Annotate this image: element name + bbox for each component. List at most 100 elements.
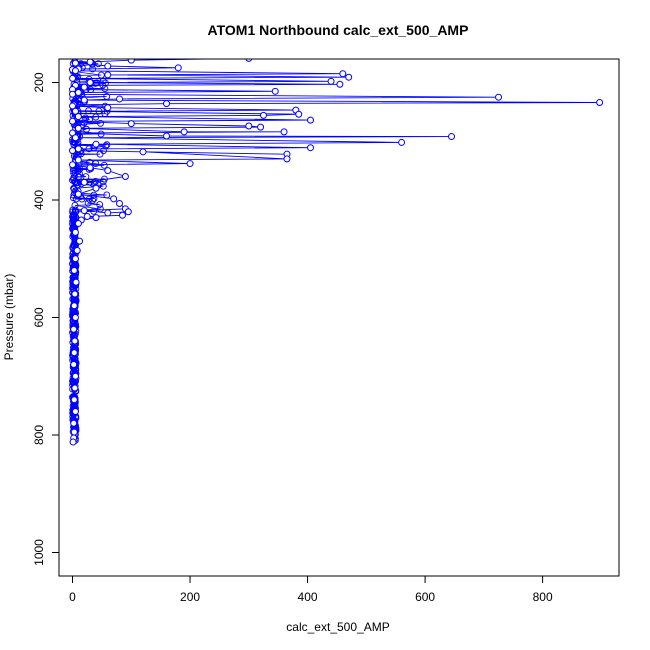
data-point bbox=[80, 83, 88, 91]
dense-point bbox=[76, 170, 83, 178]
data-point bbox=[398, 138, 406, 146]
dense-point bbox=[96, 201, 104, 208]
dense-point bbox=[78, 195, 86, 203]
data-point bbox=[71, 107, 79, 115]
data-point bbox=[283, 155, 291, 163]
data-point bbox=[71, 134, 79, 142]
data-point bbox=[71, 228, 79, 236]
y-axis-label: Pressure (mbar) bbox=[2, 274, 16, 361]
data-point bbox=[295, 110, 303, 118]
data-point bbox=[76, 237, 84, 245]
dense-point bbox=[85, 195, 93, 203]
data-point bbox=[69, 147, 77, 155]
data-point bbox=[71, 384, 79, 392]
data-point bbox=[71, 290, 79, 298]
y-axis: 200 400 600 800 1000 bbox=[32, 72, 60, 566]
data-point bbox=[86, 164, 94, 172]
data-point bbox=[86, 79, 94, 86]
data-point bbox=[70, 428, 78, 436]
data-point bbox=[116, 95, 124, 103]
y-tick-label: 1000 bbox=[32, 539, 46, 566]
x-axis: 0 200 400 600 800 bbox=[69, 575, 553, 604]
y-tick-label: 600 bbox=[32, 307, 46, 327]
data-point bbox=[118, 211, 126, 219]
data-point bbox=[74, 88, 82, 96]
x-tick-label: 400 bbox=[298, 590, 318, 604]
data-point bbox=[74, 156, 82, 164]
data-point bbox=[110, 195, 118, 203]
dense-point bbox=[90, 195, 98, 202]
data-point bbox=[70, 325, 78, 333]
data-point bbox=[74, 190, 82, 198]
data-point bbox=[257, 123, 265, 131]
series-line bbox=[71, 59, 600, 443]
data-point bbox=[495, 93, 503, 101]
data-point bbox=[92, 184, 100, 192]
data-point bbox=[245, 122, 253, 130]
dense-point bbox=[99, 178, 107, 186]
data-point bbox=[127, 120, 135, 128]
data-point bbox=[72, 278, 80, 286]
data-point bbox=[596, 98, 604, 106]
data-point bbox=[80, 207, 88, 215]
dense-point bbox=[100, 161, 108, 169]
data-point bbox=[116, 200, 124, 208]
data-point bbox=[71, 59, 79, 67]
data-point bbox=[104, 62, 112, 70]
data-point bbox=[70, 267, 78, 274]
data-point bbox=[174, 64, 182, 72]
data-point bbox=[345, 73, 353, 81]
data-point bbox=[104, 71, 112, 79]
data-point bbox=[186, 160, 194, 168]
x-tick-label: 200 bbox=[180, 590, 200, 604]
dense-point bbox=[90, 191, 98, 199]
data-point bbox=[69, 438, 77, 446]
plot-area bbox=[69, 59, 604, 446]
data-point bbox=[139, 148, 147, 156]
data-point bbox=[448, 133, 456, 141]
data-point bbox=[69, 90, 77, 98]
dense-point bbox=[69, 413, 77, 421]
data-point bbox=[92, 140, 100, 148]
data-point bbox=[336, 80, 344, 88]
data-point bbox=[245, 59, 253, 62]
data-point bbox=[70, 302, 78, 310]
data-point bbox=[71, 337, 79, 345]
data-point bbox=[271, 87, 279, 95]
data-point bbox=[74, 113, 82, 121]
data-point bbox=[163, 132, 171, 140]
x-axis-label: calc_ext_500_AMP bbox=[286, 620, 389, 634]
data-point bbox=[163, 100, 171, 108]
data-point bbox=[80, 96, 88, 104]
data-point bbox=[339, 70, 347, 78]
plot-marks bbox=[69, 59, 604, 446]
data-point bbox=[127, 59, 135, 64]
data-point bbox=[307, 116, 315, 124]
data-point bbox=[124, 208, 132, 216]
data-point bbox=[259, 111, 267, 119]
data-point bbox=[180, 128, 188, 136]
data-point bbox=[74, 145, 82, 153]
data-point bbox=[327, 77, 335, 85]
data-point bbox=[104, 167, 112, 175]
data-point bbox=[280, 128, 288, 136]
data-point bbox=[70, 396, 78, 404]
data-point bbox=[69, 161, 77, 169]
data-point bbox=[70, 349, 78, 357]
data-point bbox=[71, 314, 79, 321]
data-point bbox=[71, 255, 79, 263]
data-point bbox=[74, 124, 82, 132]
y-tick-label: 400 bbox=[32, 190, 46, 210]
data-point bbox=[71, 67, 79, 75]
data-point bbox=[71, 372, 79, 380]
dense-point bbox=[99, 182, 107, 190]
x-tick-label: 0 bbox=[69, 590, 76, 604]
data-point bbox=[121, 173, 129, 180]
data-point bbox=[74, 220, 82, 227]
dense-point bbox=[84, 199, 92, 207]
dense-point bbox=[70, 140, 78, 148]
data-point bbox=[71, 408, 79, 415]
data-point bbox=[86, 59, 94, 66]
plot-frame bbox=[58, 58, 620, 577]
